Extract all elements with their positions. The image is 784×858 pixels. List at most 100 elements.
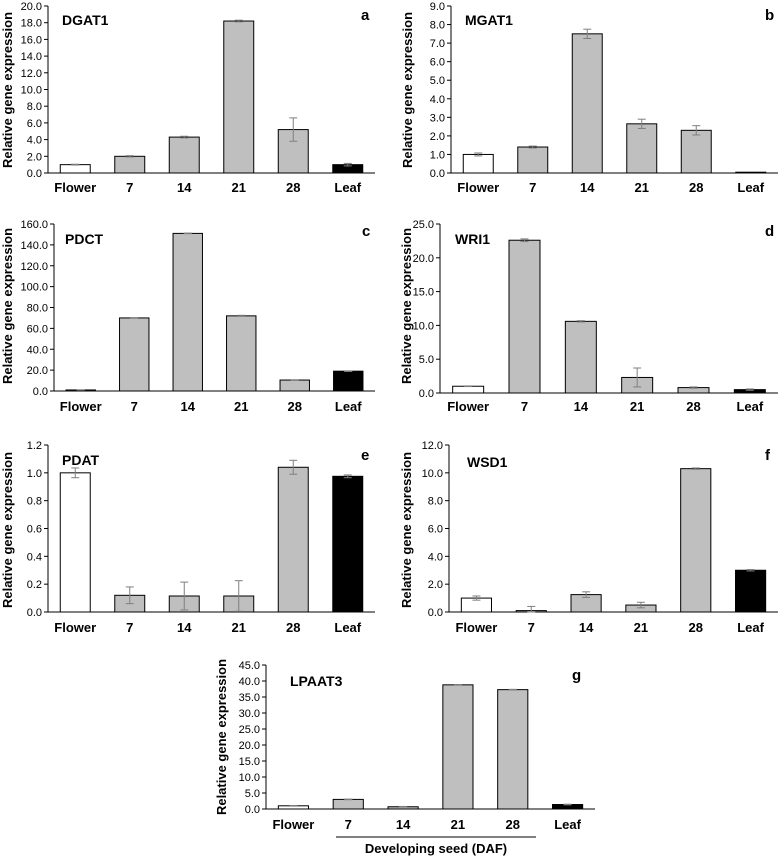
chart-panel-a: 0.0 2.0 4.0 6.0 8.0 10.0 12.0 14.0 16.0 18.0 20.0 F… <box>0 1 375 195</box>
y-tick-label: 0.4 <box>27 551 42 563</box>
x-tick-label: 28 <box>286 620 300 635</box>
bar-a-0 <box>59 164 91 174</box>
y-tick-label: 30.0 <box>239 708 260 720</box>
y-tick-label: 0.0 <box>27 168 42 180</box>
bar-f-4 <box>680 468 712 613</box>
bar-b-5 <box>735 171 767 174</box>
x-tick-label: 21 <box>635 180 649 195</box>
x-tick-label: 28 <box>686 399 700 414</box>
x-tick-label: 28 <box>689 180 703 195</box>
x-tick-label: 28 <box>288 399 302 414</box>
y-tick-label: 8.0 <box>428 496 443 508</box>
x-tick-label: Flower <box>60 399 102 414</box>
chart-panel-f: 0.0 2.0 4.0 6.0 8.0 10.0 12.0 Flower 7 14 21 28 Leaf… <box>399 440 778 635</box>
x-axis-label: Developing seed (DAF) <box>365 841 507 856</box>
x-tick-label: Flower <box>455 620 497 635</box>
chart-panel-e: 0.0 0.2 0.4 0.6 0.8 1.0 1.2 Flower 7 14 21 28 Leaf PD… <box>0 440 375 635</box>
panel-letter: g <box>572 667 581 684</box>
x-tick-label: 21 <box>234 399 248 414</box>
bar-f-5 <box>735 569 767 613</box>
x-tick-label: 14 <box>181 399 196 414</box>
x-tick-label: Leaf <box>737 620 764 635</box>
y-tick-label: 60.0 <box>27 323 48 335</box>
y-axis-label: Relative gene expression <box>0 12 15 168</box>
x-tick-label: Leaf <box>335 399 362 414</box>
y-tick-label: 1.2 <box>27 440 42 452</box>
x-tick-label: 7 <box>521 399 528 414</box>
y-tick-label: 18.0 <box>21 18 42 30</box>
y-tick-label: 0.0 <box>27 607 42 619</box>
bar-b-0 <box>462 153 494 174</box>
y-tick-label: 8.0 <box>27 101 42 113</box>
y-tick-label: 25.0 <box>413 219 434 231</box>
x-tick-label: 7 <box>126 620 133 635</box>
bar-b-4 <box>680 129 712 174</box>
y-tick-label: 4.0 <box>27 135 42 147</box>
x-tick-label: 7 <box>345 817 352 832</box>
x-tick-label: 28 <box>286 180 300 195</box>
x-tick-label: 7 <box>131 399 138 414</box>
chart-title: WRI1 <box>455 231 490 247</box>
y-tick-label: 40.0 <box>27 344 48 356</box>
chart-title: MGAT1 <box>465 12 513 28</box>
bar-c-2 <box>172 232 203 392</box>
y-tick-label: 1.0 <box>27 468 42 480</box>
y-tick-label: 0.0 <box>430 168 445 180</box>
x-tick-label: 14 <box>177 620 192 635</box>
y-tick-label: 0.0 <box>419 388 434 400</box>
bar-d-0 <box>452 385 485 394</box>
y-tick-label: 4.0 <box>430 94 445 106</box>
y-tick-label: 140.0 <box>20 240 48 252</box>
bar-a-2 <box>168 136 200 174</box>
y-axis-label: Relative gene expression <box>214 659 229 815</box>
y-tick-label: 35.0 <box>239 692 260 704</box>
x-tick-label: Flower <box>54 180 96 195</box>
y-tick-label: 14.0 <box>21 51 42 63</box>
y-tick-label: 9.0 <box>430 1 445 13</box>
x-tick-label: 28 <box>506 817 520 832</box>
y-tick-label: 0.0 <box>428 607 443 619</box>
panel-letter: e <box>361 447 369 464</box>
y-tick-label: 25.0 <box>239 724 260 736</box>
x-tick-label: 7 <box>528 620 535 635</box>
y-tick-label: 40.0 <box>239 676 260 688</box>
panel-letter: f <box>765 447 771 464</box>
y-tick-label: 10.0 <box>239 772 260 784</box>
bar-c-5 <box>333 370 364 392</box>
x-tick-label: Leaf <box>737 180 764 195</box>
x-tick-label: 21 <box>630 399 644 414</box>
y-tick-label: 2.0 <box>428 579 443 591</box>
y-tick-label: 6.0 <box>428 524 443 536</box>
x-tick-label: Flower <box>457 180 499 195</box>
x-tick-label: 14 <box>396 817 411 832</box>
y-tick-label: 160.0 <box>20 219 48 231</box>
bar-g-4 <box>497 689 529 810</box>
bar-a-1 <box>114 155 146 174</box>
y-axis-label: Relative gene expression <box>399 228 414 384</box>
x-tick-label: Flower <box>54 620 96 635</box>
chart-title: PDCT <box>65 231 104 247</box>
bar-a-3 <box>223 20 255 174</box>
y-tick-label: 4.0 <box>428 551 443 563</box>
y-tick-label: 3.0 <box>430 112 445 124</box>
x-tick-label: 14 <box>574 399 589 414</box>
y-tick-label: 0.0 <box>33 386 48 398</box>
y-tick-label: 15.0 <box>413 287 434 299</box>
y-tick-label: 0.0 <box>245 804 260 816</box>
y-tick-label: 0.6 <box>27 524 42 536</box>
x-tick-label: Flower <box>272 817 314 832</box>
panel-letter: a <box>361 7 370 24</box>
bar-g-3 <box>442 684 474 810</box>
panel-letter: b <box>765 7 774 24</box>
y-tick-label: 45.0 <box>239 660 260 672</box>
bar-e-5 <box>332 475 364 613</box>
panel-letter: c <box>362 223 370 240</box>
bar-d-2 <box>564 320 597 394</box>
y-axis-label: Relative gene expression <box>0 228 15 384</box>
y-tick-label: 120.0 <box>20 261 48 273</box>
y-tick-label: 2.0 <box>27 151 42 163</box>
x-tick-label: 7 <box>126 180 133 195</box>
y-tick-label: 20.0 <box>239 740 260 752</box>
bar-b-3 <box>626 123 658 174</box>
